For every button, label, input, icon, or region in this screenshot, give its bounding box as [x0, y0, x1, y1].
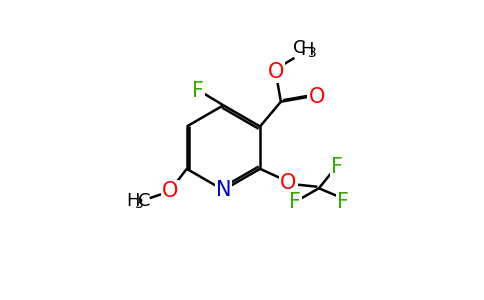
Text: H: H: [300, 41, 314, 59]
Text: N: N: [216, 180, 231, 200]
Text: O: O: [308, 87, 325, 106]
Text: 3: 3: [308, 46, 317, 59]
Text: F: F: [337, 192, 349, 212]
Text: O: O: [162, 181, 179, 201]
Text: F: F: [289, 192, 301, 212]
Text: C: C: [293, 39, 306, 57]
Text: H: H: [126, 192, 139, 210]
Text: 3: 3: [135, 197, 143, 211]
Text: O: O: [268, 62, 284, 82]
Text: C: C: [138, 192, 151, 210]
Text: F: F: [192, 81, 204, 101]
Text: F: F: [331, 157, 343, 177]
Text: O: O: [280, 173, 297, 194]
